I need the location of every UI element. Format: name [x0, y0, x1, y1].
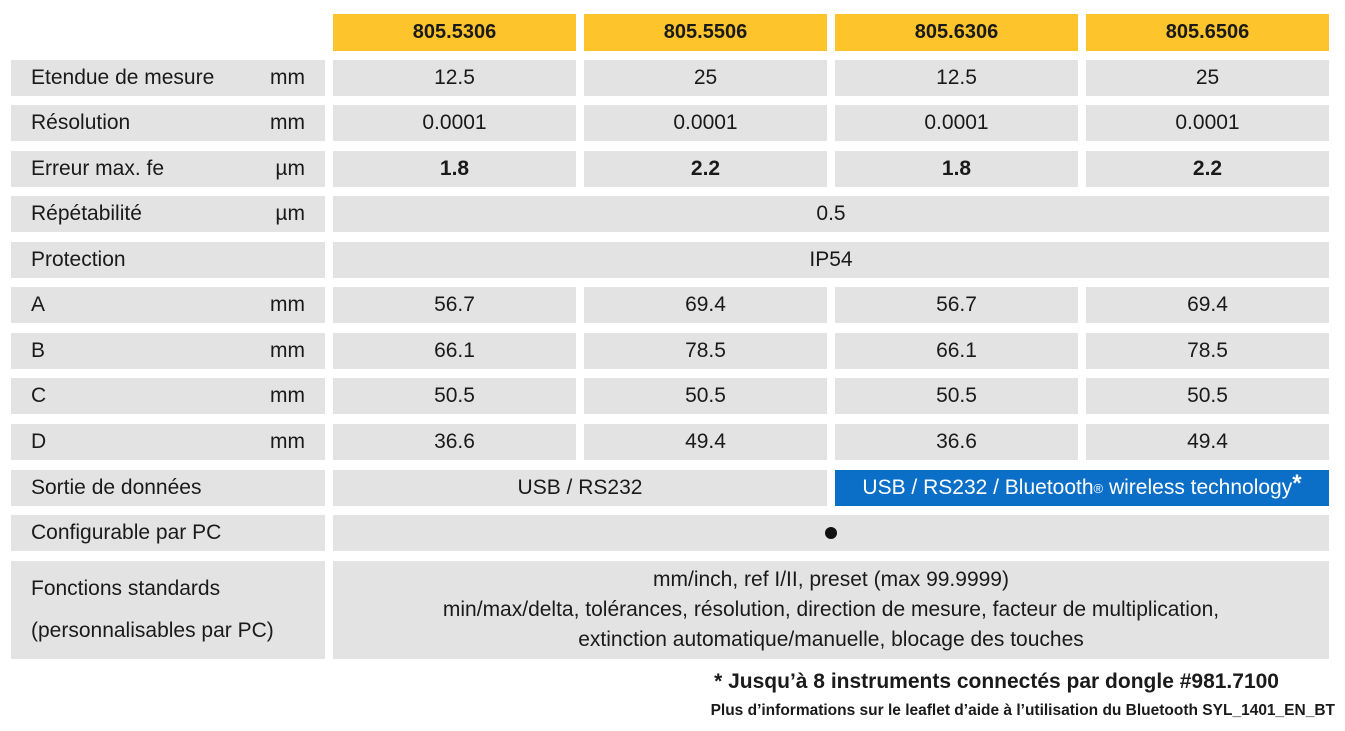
fonctions-line-2: min/max/delta, tolérances, résolution, d…	[442, 598, 1220, 621]
fonctions-line-1: mm/inch, ref I/II, preset (max 99.9999)	[653, 568, 1009, 591]
b-value-2: 78.5	[584, 333, 827, 369]
row-label-etendue: Etendue de mesure mm	[11, 60, 325, 96]
c-value-4: 50.5	[1086, 378, 1329, 414]
row-label-a: A mm	[11, 287, 325, 323]
bluetooth-text: USB / RS232 / Bluetooth	[862, 476, 1094, 499]
b-value-1: 66.1	[333, 333, 576, 369]
unit-text: mm	[270, 66, 305, 89]
header-805-6306: 805.6306	[835, 14, 1078, 51]
etendue-value-2: 25	[584, 60, 827, 96]
erreur-value-1: 1.8	[333, 151, 576, 187]
resolution-value-1: 0.0001	[333, 105, 576, 141]
bullet-dot-icon	[825, 527, 837, 539]
a-value-4: 69.4	[1086, 287, 1329, 323]
unit-text: mm	[270, 293, 305, 316]
c-value-2: 50.5	[584, 378, 827, 414]
footnote-dongle: * Jusqu’à 8 instruments connectés par do…	[714, 670, 1279, 693]
configurable-value	[333, 515, 1329, 551]
sortie-value-usb-rs232: USB / RS232	[333, 470, 827, 506]
row-label-fonctions: Fonctions standards (personnalisables pa…	[11, 561, 325, 659]
c-value-3: 50.5	[835, 378, 1078, 414]
bluetooth-tail-text: wireless technology	[1103, 476, 1293, 499]
etendue-value-3: 12.5	[835, 60, 1078, 96]
unit-text: µm	[275, 202, 305, 225]
row-label-resolution: Résolution mm	[11, 105, 325, 141]
footnote-star: *	[1292, 470, 1302, 497]
label-text: C	[31, 384, 47, 407]
row-label-protection: Protection	[11, 242, 325, 278]
label-text: Sortie de données	[31, 476, 202, 499]
etendue-value-4: 25	[1086, 60, 1329, 96]
label-text: B	[31, 339, 46, 362]
footnote-leaflet: Plus d’informations sur le leaflet d’aid…	[710, 702, 1335, 719]
row-label-configurable: Configurable par PC	[11, 515, 325, 551]
b-value-3: 66.1	[835, 333, 1078, 369]
label-text: Configurable par PC	[31, 521, 222, 544]
protection-value: IP54	[333, 242, 1329, 278]
sortie-value-bluetooth: USB / RS232 / Bluetooth ® wireless techno…	[835, 470, 1329, 506]
row-label-d: D mm	[11, 424, 325, 460]
d-value-4: 49.4	[1086, 424, 1329, 460]
a-value-3: 56.7	[835, 287, 1078, 323]
c-value-1: 50.5	[333, 378, 576, 414]
label-line-2: (personnalisables par PC)	[31, 619, 274, 642]
unit-text: µm	[275, 157, 305, 180]
label-text: D	[31, 430, 47, 453]
registered-mark: ®	[1093, 480, 1104, 496]
resolution-value-3: 0.0001	[835, 105, 1078, 141]
unit-text: mm	[270, 339, 305, 362]
row-label-c: C mm	[11, 378, 325, 414]
row-label-repetabilite: Répétabilité µm	[11, 196, 325, 232]
row-label-b: B mm	[11, 333, 325, 369]
erreur-value-3: 1.8	[835, 151, 1078, 187]
label-text: Répétabilité	[31, 202, 142, 225]
a-value-2: 69.4	[584, 287, 827, 323]
header-805-5306: 805.5306	[333, 14, 576, 51]
label-text: A	[31, 293, 46, 316]
unit-text: mm	[270, 384, 305, 407]
label-text: Résolution	[31, 111, 131, 134]
etendue-value-1: 12.5	[333, 60, 576, 96]
label-text: Etendue de mesure	[31, 66, 215, 89]
label-text: Erreur max. fe	[31, 157, 165, 180]
unit-text: mm	[270, 111, 305, 134]
header-805-5506: 805.5506	[584, 14, 827, 51]
d-value-2: 49.4	[584, 424, 827, 460]
resolution-value-4: 0.0001	[1086, 105, 1329, 141]
erreur-value-4: 2.2	[1086, 151, 1329, 187]
resolution-value-2: 0.0001	[584, 105, 827, 141]
label-text: Protection	[31, 248, 126, 271]
unit-text: mm	[270, 430, 305, 453]
header-805-6506: 805.6506	[1086, 14, 1329, 51]
row-label-erreur: Erreur max. fe µm	[11, 151, 325, 187]
b-value-4: 78.5	[1086, 333, 1329, 369]
row-label-sortie: Sortie de données	[11, 470, 325, 506]
d-value-3: 36.6	[835, 424, 1078, 460]
label-line-1: Fonctions standards	[31, 577, 221, 600]
fonctions-value: mm/inch, ref I/II, preset (max 99.9999) …	[333, 561, 1329, 659]
fonctions-line-3: extinction automatique/manuelle, blocage…	[578, 628, 1084, 651]
repetabilite-value: 0.5	[333, 196, 1329, 232]
d-value-1: 36.6	[333, 424, 576, 460]
a-value-1: 56.7	[333, 287, 576, 323]
erreur-value-2: 2.2	[584, 151, 827, 187]
